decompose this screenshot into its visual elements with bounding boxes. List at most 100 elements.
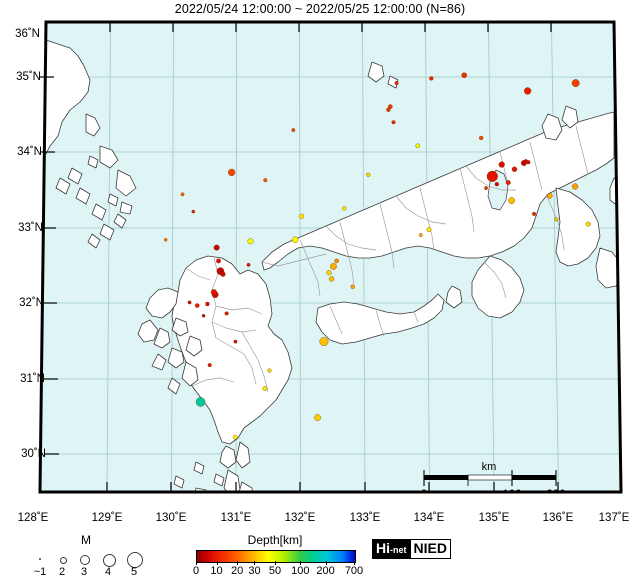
- lon-label-137: 137˚E: [598, 512, 630, 524]
- epicenter-marker[interactable]: [394, 81, 399, 86]
- epicenter-marker[interactable]: [334, 258, 339, 264]
- epicenter-marker[interactable]: [210, 289, 217, 296]
- map-canvas[interactable]: km 0 100 200: [0, 18, 640, 508]
- epicenter-marker[interactable]: [350, 284, 355, 289]
- lon-label-131: 131˚E: [220, 512, 252, 524]
- epicenter-marker[interactable]: [298, 213, 305, 219]
- epicenter-marker[interactable]: [342, 206, 347, 211]
- epicenter-marker[interactable]: [267, 368, 272, 373]
- epicenter-marker[interactable]: [391, 120, 396, 125]
- lat-label-31: 31˚N: [20, 373, 45, 385]
- epicenter-marker[interactable]: [213, 244, 220, 251]
- epicenter-marker[interactable]: [554, 217, 559, 222]
- epicenter-marker[interactable]: [508, 197, 515, 204]
- epicenter-marker[interactable]: [498, 161, 505, 168]
- prefecture-borders: [185, 125, 589, 393]
- epicenter-marker[interactable]: [532, 211, 537, 216]
- epicenter-marker[interactable]: [366, 172, 371, 177]
- depth-tick: [275, 561, 276, 565]
- epicenter-marker[interactable]: [426, 227, 432, 232]
- epicenter-marker[interactable]: [195, 397, 206, 407]
- epicenter-marker[interactable]: [494, 182, 499, 187]
- epicenter-marker[interactable]: [247, 238, 254, 245]
- hinet-net-text: -net: [390, 545, 407, 555]
- epicenter-marker[interactable]: [526, 160, 531, 165]
- magnitude-label: 3: [80, 566, 88, 578]
- epicenter-marker[interactable]: [330, 263, 337, 270]
- epicenter-marker[interactable]: [429, 76, 434, 81]
- epicenter-marker[interactable]: [216, 258, 221, 264]
- epicenter-marker[interactable]: [319, 337, 329, 347]
- lon-label-133: 133˚E: [349, 512, 381, 524]
- depth-tick-label: 50: [268, 565, 282, 577]
- epicenter-marker[interactable]: [524, 87, 532, 95]
- axis-ticks: [40, 22, 559, 492]
- seismicity-map[interactable]: km 0 100 200: [0, 18, 640, 508]
- epicenter-marker[interactable]: [326, 270, 332, 276]
- epicenter-layer[interactable]: [163, 72, 591, 440]
- epicenter-marker[interactable]: [461, 72, 468, 79]
- epicenter-marker[interactable]: [224, 311, 229, 316]
- depth-tick: [254, 561, 256, 565]
- epicenter-marker[interactable]: [263, 178, 268, 183]
- epicenter-marker[interactable]: [205, 301, 210, 307]
- epicenter-marker[interactable]: [386, 107, 391, 112]
- epicenter-marker[interactable]: [180, 192, 185, 197]
- epicenter-marker[interactable]: [207, 363, 212, 368]
- epicenter-marker[interactable]: [415, 143, 421, 149]
- epicenter-marker[interactable]: [201, 314, 206, 318]
- epicenter-marker[interactable]: [194, 303, 200, 308]
- lon-label-136: 136˚E: [542, 512, 574, 524]
- epicenter-marker[interactable]: [511, 166, 518, 172]
- epicenter-marker[interactable]: [291, 236, 299, 243]
- epicenter-marker[interactable]: [546, 193, 553, 199]
- lat-label-35: 35˚N: [16, 71, 41, 83]
- landmass-layer: [43, 39, 621, 492]
- depth-tick-label: 700: [344, 565, 364, 577]
- depth-legend: Depth[km] 0 10 20 30 50 100 200 700: [186, 533, 364, 579]
- epicenter-marker[interactable]: [220, 271, 226, 277]
- magnitude-label: 5: [130, 566, 138, 578]
- magnitude-legend: M ~1 2 3 4 5: [26, 533, 146, 579]
- epicenter-marker[interactable]: [232, 434, 238, 440]
- depth-tick: [237, 561, 239, 565]
- epicenter-marker[interactable]: [163, 238, 168, 242]
- page-title: 2022/05/24 12:00:00 ~ 2022/05/25 12:00:0…: [174, 2, 466, 16]
- epicenter-marker[interactable]: [572, 183, 579, 190]
- epicenter-marker[interactable]: [291, 128, 296, 132]
- lon-label-134: 134˚E: [413, 512, 445, 524]
- scale-bar-unit: km: [482, 461, 497, 473]
- hinet-nied-logo: Hi -net NIED: [372, 539, 451, 559]
- epicenter-marker[interactable]: [505, 180, 511, 185]
- epicenter-marker[interactable]: [484, 186, 488, 190]
- ocean-background: [40, 22, 621, 492]
- epicenter-marker[interactable]: [328, 276, 335, 282]
- hinet-wordmark: Hi -net: [373, 540, 410, 558]
- magnitude-label: 4: [104, 566, 112, 578]
- magnitude-legend-title: M: [81, 533, 91, 547]
- epicenter-marker[interactable]: [246, 262, 251, 267]
- lat-label-34: 34˚N: [17, 146, 42, 158]
- depth-tick: [300, 561, 302, 565]
- lat-label-36: 36˚N: [15, 28, 40, 40]
- depth-legend-title: Depth[km]: [247, 533, 303, 547]
- epicenter-marker[interactable]: [418, 233, 423, 237]
- magnitude-label: 2: [58, 566, 66, 578]
- depth-tick-label: 20: [230, 565, 244, 577]
- epicenter-marker[interactable]: [262, 386, 268, 392]
- epicenter-marker[interactable]: [314, 414, 321, 421]
- epicenter-marker[interactable]: [571, 79, 580, 87]
- depth-tick: [354, 561, 355, 565]
- epicenter-marker[interactable]: [233, 339, 238, 344]
- epicenter-marker[interactable]: [585, 221, 591, 227]
- lat-label-30: 30˚N: [21, 448, 46, 460]
- epicenter-marker[interactable]: [388, 104, 393, 109]
- depth-tick-label: 30: [248, 565, 261, 577]
- nied-wordmark: NIED: [409, 540, 450, 558]
- epicenter-marker[interactable]: [187, 300, 192, 305]
- epicenter-marker[interactable]: [227, 168, 236, 177]
- epicenter-marker[interactable]: [486, 170, 498, 182]
- depth-tick: [216, 561, 218, 565]
- epicenter-marker[interactable]: [191, 209, 195, 214]
- epicenter-marker[interactable]: [479, 135, 484, 141]
